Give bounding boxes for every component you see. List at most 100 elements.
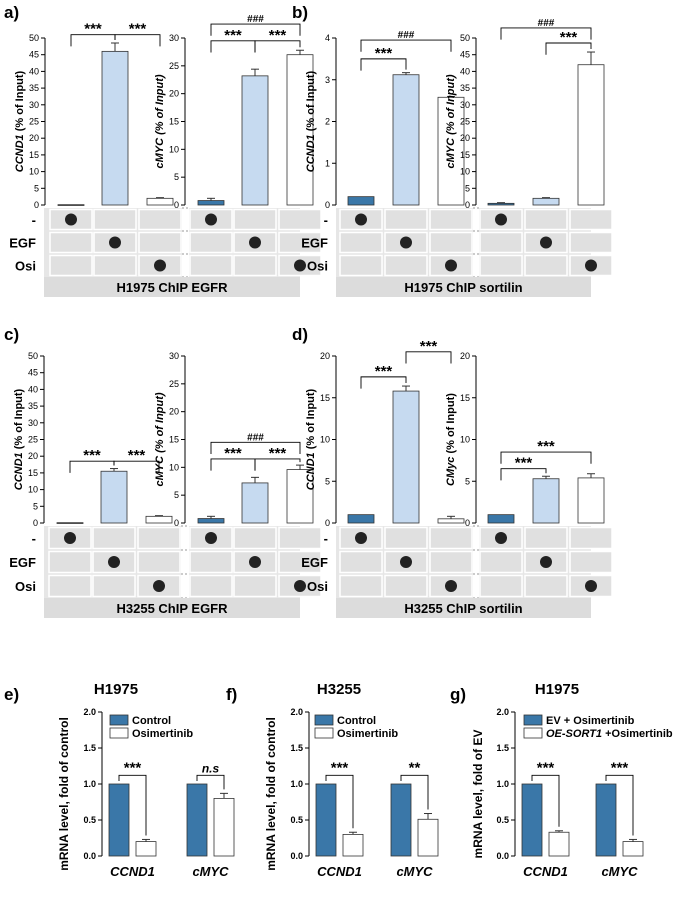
y-tick-label: 15	[169, 117, 179, 127]
condition-dot	[154, 259, 166, 272]
y-tick-label: 50	[29, 33, 39, 43]
grid-cell	[569, 231, 613, 254]
bar-EGF	[532, 197, 560, 206]
y-tick-label: 15	[460, 393, 470, 403]
grid-cell	[233, 254, 277, 277]
bar-ev-osimertinib-cmyc	[595, 783, 617, 857]
chart-ccnd1: 0 5 10 15 20 CCND1 (% of Input) *** ***	[305, 338, 465, 528]
chart-cmyc: 0 5 10 15 20 25 30 cMYC (% of Input) *** *** ###	[154, 351, 314, 528]
y-tick-label: 15	[460, 150, 470, 160]
row-label: Osi	[15, 259, 36, 274]
significance-label: ***	[269, 27, 287, 44]
row-label: EGF	[9, 555, 36, 570]
chart-ccnd1: 0 5 10 15 20 25 30 35 40 45 50 CCND1 (% of Input) **…	[14, 21, 174, 210]
grid-cell	[384, 526, 428, 550]
bar-Osi	[286, 54, 314, 206]
y-tick-label: 20	[28, 451, 38, 461]
bar-Osi	[577, 477, 605, 524]
significance-bracket	[113, 460, 160, 473]
y-tick-label: 15	[169, 435, 179, 445]
significance-label: n.s	[202, 761, 220, 775]
y-tick-label: 0	[174, 200, 179, 210]
condition-dot	[294, 259, 306, 272]
significance-bracket	[114, 34, 161, 47]
grid-cell	[137, 550, 181, 574]
panel-footer-box	[44, 277, 300, 297]
y-tick-label: 1.0	[496, 779, 509, 789]
chart-cmyc: 0 5 10 15 20 25 30 cMYC (% of Input) *** *** ###	[154, 14, 314, 210]
significance-bracket	[500, 451, 592, 464]
y-axis-label: CCND1 (% of Input)	[305, 70, 317, 172]
y-tick-label: 4	[325, 33, 330, 43]
y-tick-label: 45	[460, 50, 470, 60]
panel-letter: d)	[292, 325, 308, 344]
legend-swatch	[314, 714, 334, 726]
y-tick-label: 2.0	[83, 707, 96, 717]
grid-cell	[93, 208, 137, 231]
significance-bracket	[210, 441, 301, 454]
significance-bracket	[118, 774, 147, 836]
row-label: -	[32, 531, 36, 546]
legend-swatch	[109, 727, 129, 739]
panel-footer: H1975 ChIP sortilin	[404, 280, 522, 295]
panel-footer: H3255 ChIP sortilin	[404, 601, 522, 616]
y-axis-unit: (% of Input)	[154, 74, 166, 138]
x-category-label: CCND1	[523, 864, 568, 879]
y-tick-label: 50	[28, 351, 38, 361]
y-axis-label: cMYC (% of Input)	[154, 392, 166, 486]
grid-cell	[339, 254, 383, 277]
y-tick-label: 0.5	[83, 815, 96, 825]
significance-bracket	[254, 458, 301, 471]
significance-bracket	[531, 774, 560, 827]
grid-cell	[189, 550, 233, 574]
y-tick-label: 20	[320, 351, 330, 361]
grid-cell	[93, 254, 137, 277]
grid-cell	[233, 208, 277, 231]
grid-cell	[278, 526, 322, 550]
bar-control-ccnd1	[108, 783, 130, 857]
condition-dot	[249, 556, 261, 568]
condition-dot	[400, 556, 412, 568]
panel-title: H3255	[317, 681, 361, 698]
grid-cell	[189, 254, 233, 277]
condition-dot	[205, 213, 217, 226]
grid-cell	[569, 526, 613, 550]
y-tick-label: 40	[460, 66, 470, 76]
grid-cell	[429, 231, 473, 254]
grid-cell	[569, 550, 613, 574]
panel-footer: H1975 ChIP EGFR	[116, 280, 228, 295]
legend-swatch	[523, 714, 543, 726]
significance-label: ***	[83, 447, 101, 464]
y-tick-label: 35	[460, 83, 470, 93]
panel-b: b) - EGF Osi H1975 ChIP sortilin 0 1 2 3 4 CCND1 (…	[292, 3, 613, 297]
significance-bracket	[360, 39, 452, 52]
grid-cell	[479, 254, 523, 277]
grid-cell	[92, 526, 136, 550]
significance-label: ***	[129, 21, 147, 38]
y-axis-unit: (% of Input)	[14, 70, 26, 134]
y-tick-label: 0.5	[496, 815, 509, 825]
bar-osimertinib-ccnd1	[135, 841, 157, 857]
legend-label: EV + Osimertinib	[546, 715, 635, 727]
y-tick-label: 40	[28, 384, 38, 394]
x-category-label: cMYC	[192, 864, 229, 879]
y-tick-label: 1	[325, 158, 330, 168]
y-axis-label: cMYC (% of Input)	[445, 74, 457, 168]
y-tick-label: 0.0	[290, 851, 303, 861]
y-tick-label: 5	[465, 476, 470, 486]
bar--	[487, 514, 515, 524]
row-label: EGF	[9, 236, 36, 251]
bar-osimertinib-ccnd1	[342, 834, 364, 857]
grid-cell	[479, 231, 523, 254]
legend-label: Osimertinib	[337, 728, 398, 740]
y-axis-label: CMyc (% of Input)	[445, 393, 457, 486]
grid-cell	[524, 574, 568, 598]
chart-ccnd1: 0 5 10 15 20 25 30 35 40 45 50 CCND1 (% of Input) **…	[13, 351, 173, 528]
grid-cell	[384, 254, 428, 277]
grid-cell	[278, 231, 322, 254]
grid-cell	[189, 574, 233, 598]
significance-label: ***	[560, 29, 578, 46]
y-tick-label: 3	[325, 75, 330, 85]
panel-footer-box	[336, 598, 591, 618]
condition-dot	[585, 259, 597, 272]
